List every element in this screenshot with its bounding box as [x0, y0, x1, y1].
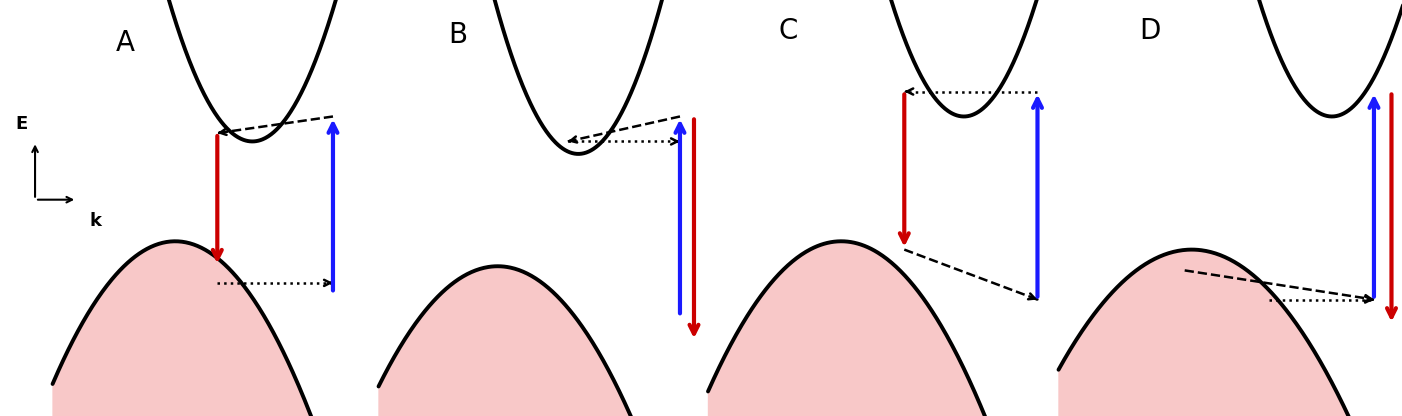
- Text: A: A: [115, 29, 135, 57]
- Text: C: C: [778, 17, 798, 45]
- Text: E: E: [15, 115, 27, 133]
- Text: D: D: [1138, 17, 1161, 45]
- Text: B: B: [449, 21, 468, 49]
- Text: k: k: [90, 212, 101, 230]
